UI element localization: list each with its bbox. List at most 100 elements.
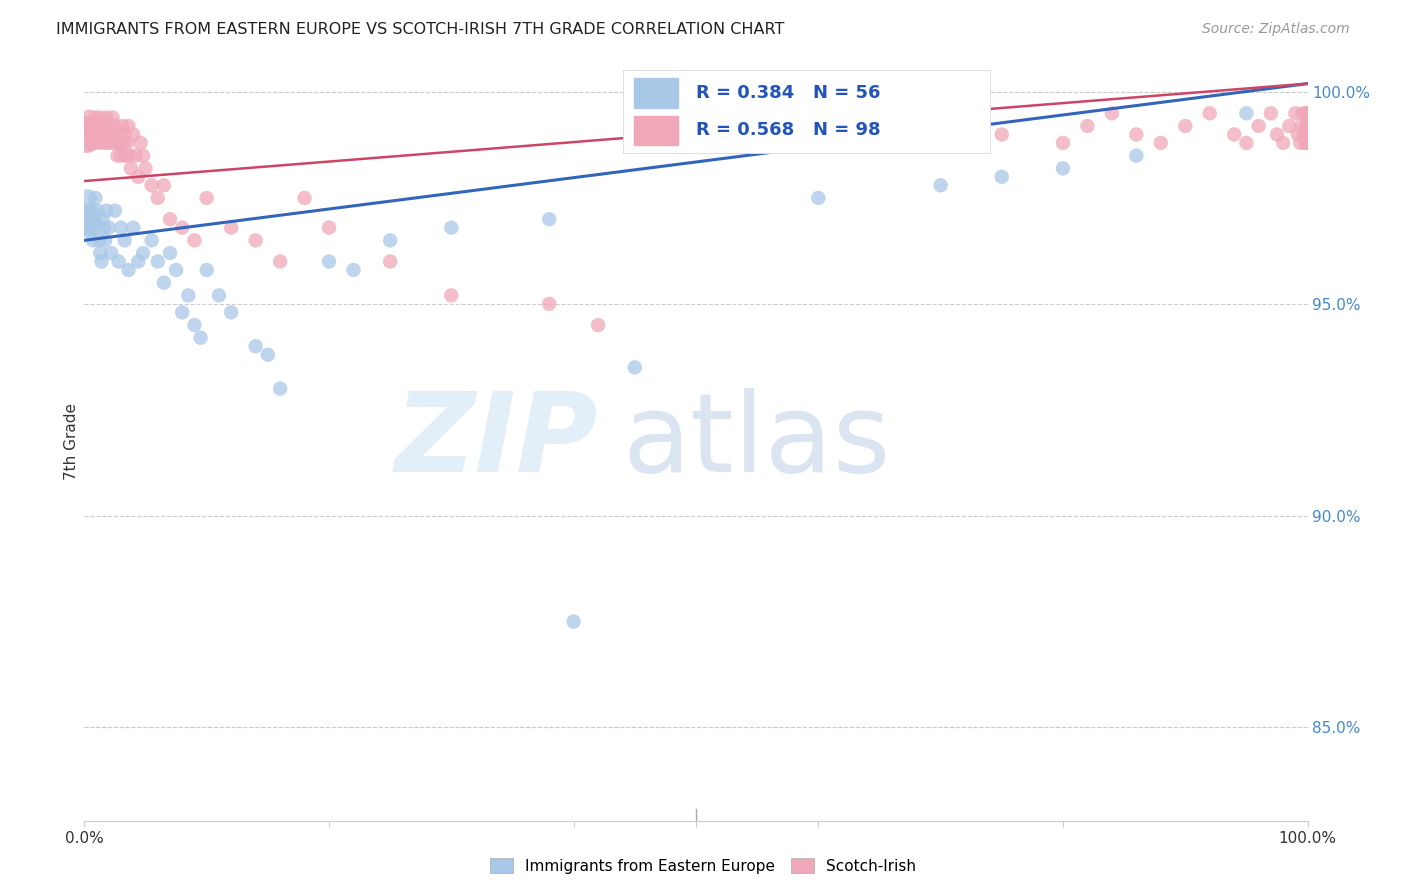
Point xyxy=(1150,136,1173,150)
Point xyxy=(869,119,891,133)
Point xyxy=(112,136,135,150)
Point xyxy=(1284,106,1306,120)
Point xyxy=(269,254,291,268)
Point xyxy=(77,111,100,125)
Point xyxy=(380,254,402,268)
Point xyxy=(97,136,120,150)
Point xyxy=(107,128,129,142)
Point xyxy=(195,263,218,277)
Point xyxy=(1291,119,1313,133)
Point xyxy=(1289,136,1312,150)
Point xyxy=(87,203,110,218)
Point xyxy=(1296,106,1319,120)
Point xyxy=(127,169,149,184)
Point xyxy=(75,212,97,227)
Point xyxy=(80,119,103,133)
Point xyxy=(929,178,952,193)
Point xyxy=(89,111,111,125)
Point xyxy=(1174,119,1197,133)
Point xyxy=(83,212,105,227)
Point xyxy=(1052,136,1074,150)
Point xyxy=(1295,119,1317,133)
Point xyxy=(97,220,120,235)
Point xyxy=(318,254,340,268)
Point xyxy=(1236,106,1258,120)
Point xyxy=(117,263,139,277)
Point xyxy=(1296,106,1319,120)
Point xyxy=(110,220,132,235)
Point xyxy=(380,233,402,247)
Point xyxy=(1292,128,1315,142)
Point xyxy=(440,220,463,235)
Point xyxy=(93,220,115,235)
Point xyxy=(318,220,340,235)
Point xyxy=(141,178,163,193)
Point xyxy=(1052,161,1074,176)
Point xyxy=(183,233,205,247)
Point xyxy=(747,128,769,142)
Point xyxy=(538,212,561,227)
Point xyxy=(79,128,101,142)
Point xyxy=(1265,128,1288,142)
Point xyxy=(90,128,112,142)
Point xyxy=(153,276,176,290)
Point xyxy=(219,220,242,235)
Point xyxy=(117,119,139,133)
Point xyxy=(159,246,181,260)
Point xyxy=(1198,106,1220,120)
Text: IMMIGRANTS FROM EASTERN EUROPE VS SCOTCH-IRISH 7TH GRADE CORRELATION CHART: IMMIGRANTS FROM EASTERN EUROPE VS SCOTCH… xyxy=(56,22,785,37)
Point xyxy=(208,288,231,302)
Point xyxy=(118,148,141,162)
Point xyxy=(1296,119,1319,133)
Point xyxy=(115,136,138,150)
Point xyxy=(87,119,110,133)
Point xyxy=(195,191,218,205)
Point xyxy=(132,246,155,260)
Point xyxy=(76,220,98,235)
Point xyxy=(114,128,136,142)
Point xyxy=(991,128,1014,142)
Point xyxy=(1101,106,1123,120)
Point xyxy=(1295,136,1317,150)
Point xyxy=(77,191,100,205)
Point xyxy=(86,220,108,235)
Point xyxy=(76,119,98,133)
Point xyxy=(91,212,114,227)
Point xyxy=(183,318,205,332)
Point xyxy=(122,128,145,142)
Point xyxy=(127,254,149,268)
Point xyxy=(562,615,585,629)
Point xyxy=(132,148,155,162)
Point xyxy=(89,246,111,260)
Point xyxy=(101,111,124,125)
Point xyxy=(115,148,138,162)
Point xyxy=(1295,128,1317,142)
Point xyxy=(1247,119,1270,133)
Point xyxy=(77,136,100,150)
Text: atlas: atlas xyxy=(623,388,891,495)
Point xyxy=(1296,128,1319,142)
Point xyxy=(1278,119,1301,133)
Point xyxy=(84,111,107,125)
Point xyxy=(120,161,142,176)
Point xyxy=(1294,136,1316,150)
Point xyxy=(108,136,131,150)
Point xyxy=(1236,136,1258,150)
Point xyxy=(190,331,212,345)
Point xyxy=(107,254,129,268)
Point xyxy=(1272,136,1295,150)
Point xyxy=(146,254,169,268)
Point xyxy=(96,111,118,125)
Point xyxy=(1286,128,1309,142)
Point xyxy=(135,161,157,176)
Point xyxy=(245,233,267,247)
Point xyxy=(105,136,128,150)
Point xyxy=(83,128,105,142)
Point xyxy=(807,191,830,205)
Point xyxy=(86,128,108,142)
Text: Source: ZipAtlas.com: Source: ZipAtlas.com xyxy=(1202,22,1350,37)
Point xyxy=(1296,128,1319,142)
Point xyxy=(90,254,112,268)
Point xyxy=(104,203,127,218)
Point xyxy=(807,136,830,150)
